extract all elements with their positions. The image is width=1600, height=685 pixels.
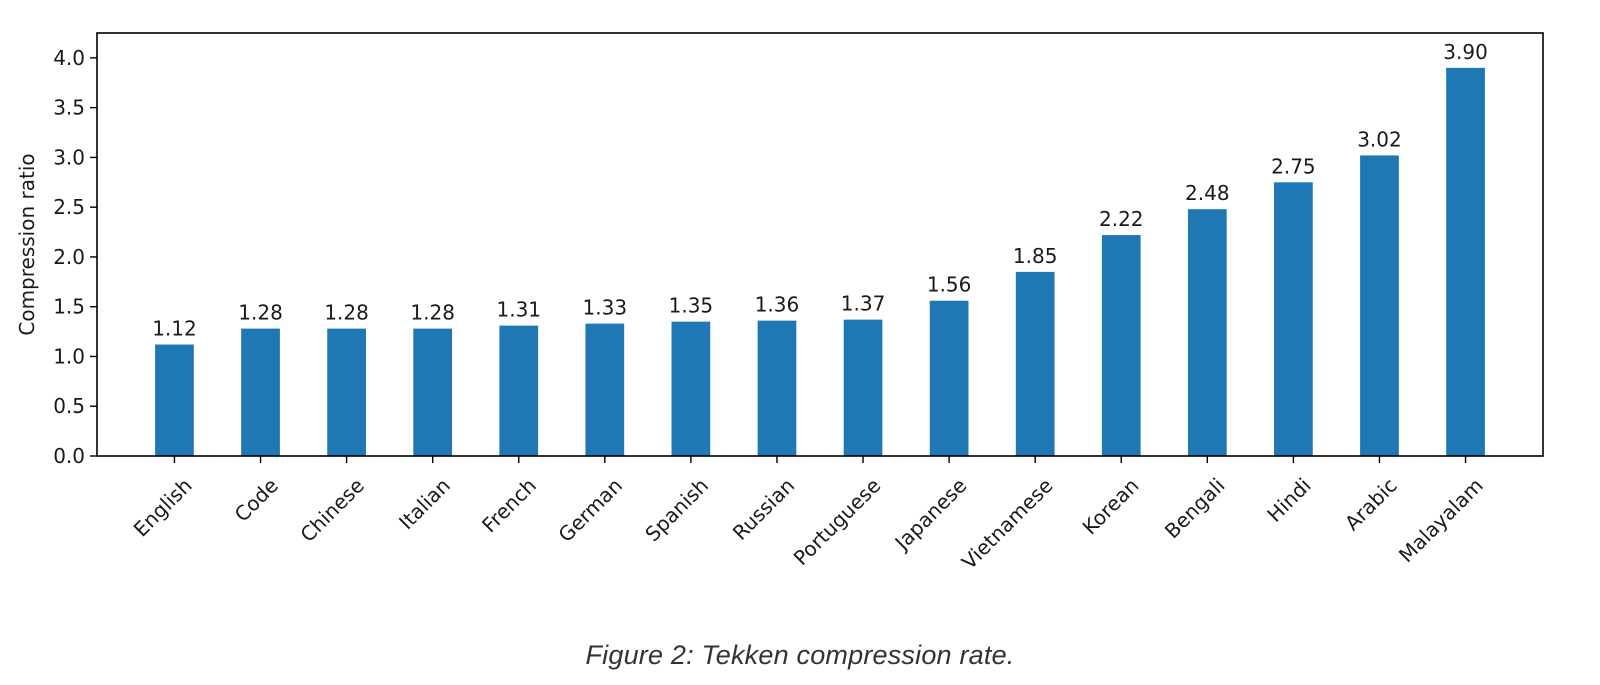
x-tick-label: Portuguese (789, 473, 886, 570)
y-axis-title: Compression ratio (15, 153, 39, 335)
bar-chart: 1.12 1.28 1.28 1.28 1.31 1.33 1.35 1.36 1.37 1.56… (15, 32, 1544, 574)
bar-value-label: 1.33 (583, 296, 628, 320)
bar-value-label: 2.75 (1271, 154, 1316, 178)
bar-value-label: 3.90 (1443, 40, 1488, 64)
y-tick-label: 1.0 (53, 344, 85, 368)
bar-value-label: 2.22 (1099, 207, 1144, 231)
x-tick-label: Hindi (1262, 473, 1315, 526)
x-tick-label: Arabic (1340, 473, 1402, 535)
bar-value-label: 1.28 (410, 301, 455, 325)
x-tick-label: Code (230, 473, 283, 526)
y-tick-label: 1.5 (53, 295, 85, 319)
bar-value-label: 1.28 (238, 301, 283, 325)
x-tick-label: Spanish (640, 473, 713, 546)
x-tick-label: German (554, 473, 628, 547)
bar-chinese (327, 328, 366, 456)
x-axis: English Code Chinese Italian French German Spa… (129, 456, 1488, 574)
bar-value-label: 1.12 (152, 317, 197, 341)
bar-hindi (1274, 182, 1313, 456)
bar-korean (1101, 235, 1141, 456)
bar-value-label: 1.36 (755, 293, 800, 317)
bar-code (241, 328, 280, 456)
bar-value-label: 3.02 (1357, 127, 1402, 151)
bar-french (499, 325, 539, 456)
bar-labels-group: 1.12 1.28 1.28 1.28 1.31 1.33 1.35 1.36 1.37 1.56… (152, 40, 1488, 341)
bar-vietnamese (1015, 271, 1055, 456)
plot-frame (96, 32, 1544, 457)
bar-spanish (671, 321, 711, 456)
y-tick-label: 0.5 (53, 394, 85, 418)
x-tick-label: Bengali (1160, 473, 1230, 543)
x-tick-label: Italian (394, 473, 455, 534)
bars-group (155, 67, 1485, 456)
x-tick-label: Russian (728, 473, 799, 544)
y-axis: 0.0 0.5 1.0 1.5 2.0 2.5 3.0 3.5 4.0 (53, 46, 97, 468)
x-tick-label: English (129, 473, 197, 541)
x-tick-label: Japanese (889, 473, 972, 556)
y-tick-label: 2.5 (53, 195, 85, 219)
x-tick-label: Chinese (295, 473, 368, 546)
bar-value-label: 1.85 (1013, 244, 1058, 268)
x-tick-label: Malayalam (1394, 473, 1488, 567)
x-tick-label: French (477, 473, 541, 537)
bar-malayalam (1446, 67, 1485, 456)
bar-english (155, 344, 194, 456)
y-tick-label: 2.0 (53, 245, 85, 269)
bar-value-label: 1.31 (496, 298, 541, 322)
bar-value-label: 1.28 (324, 301, 369, 325)
y-tick-label: 4.0 (53, 46, 85, 70)
y-tick-label: 0.0 (53, 444, 85, 468)
x-tick-label: Korean (1078, 473, 1144, 539)
x-tick-label: Vietnamese (957, 473, 1058, 574)
bar-value-label: 1.37 (841, 292, 886, 316)
bar-japanese (929, 300, 969, 456)
y-tick-label: 3.5 (53, 96, 85, 120)
y-tick-label: 3.0 (53, 145, 85, 169)
bar-portuguese (843, 319, 883, 456)
bar-value-label: 1.56 (927, 273, 972, 297)
figure-caption: Figure 2: Tekken compression rate. (585, 640, 1015, 670)
bar-bengali (1187, 209, 1227, 456)
bar-value-label: 1.35 (669, 294, 714, 318)
bar-russian (757, 320, 797, 456)
bar-italian (413, 328, 453, 456)
bar-arabic (1360, 155, 1399, 456)
bar-value-label: 2.48 (1185, 181, 1230, 205)
bar-german (585, 323, 625, 456)
